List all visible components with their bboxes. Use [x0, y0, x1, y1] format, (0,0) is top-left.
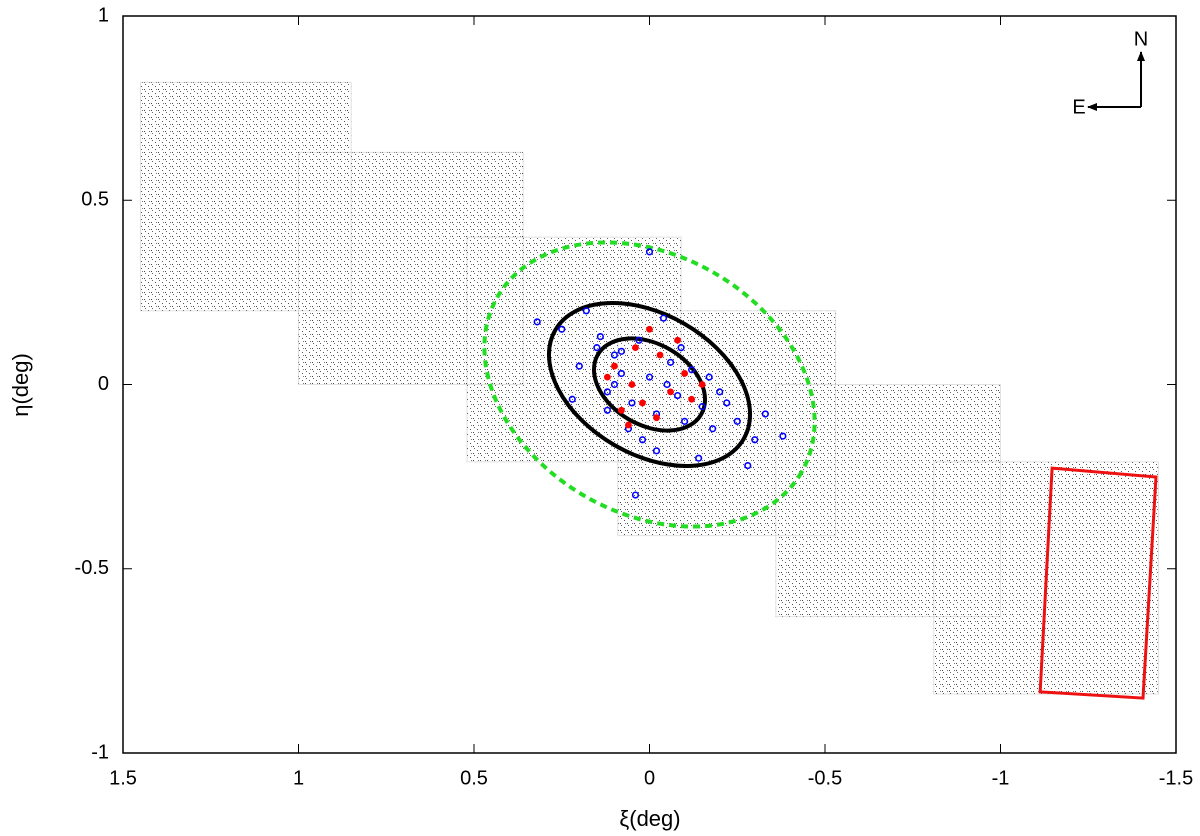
member-point [645, 373, 654, 381]
member-point [638, 436, 647, 444]
member-point [618, 406, 625, 414]
member-point [705, 373, 713, 381]
member-point [575, 362, 583, 370]
member-point [617, 347, 626, 355]
east-label: E [1072, 96, 1085, 118]
x-tick-label: 1.5 [109, 767, 137, 789]
member-point [603, 406, 611, 414]
ellipse [482, 240, 817, 529]
member-point [568, 395, 576, 403]
member-point [610, 380, 619, 389]
member-point [688, 366, 696, 374]
y-tick-label: 1 [98, 4, 109, 26]
member-point [681, 370, 688, 377]
member-point [677, 344, 685, 352]
member-point [716, 388, 724, 396]
member-point [582, 307, 590, 315]
member-point [698, 381, 706, 388]
member-point [639, 399, 646, 407]
member-point [761, 410, 769, 418]
y-tick-label: -0.5 [75, 557, 109, 579]
member-point [653, 414, 660, 422]
member-point [652, 447, 661, 455]
x-axis-label: ξ(deg) [619, 806, 680, 831]
member-point [698, 403, 706, 411]
member-point [631, 491, 640, 499]
member-point [593, 344, 601, 352]
member-point [751, 436, 759, 444]
y-axis-label: η(deg) [8, 353, 33, 417]
north-label: N [1134, 28, 1148, 50]
member-point [659, 314, 668, 322]
member-point [635, 336, 643, 344]
y-tick-label: -1 [91, 741, 109, 763]
member-point [695, 454, 703, 462]
member-point [709, 425, 717, 433]
member-point [673, 391, 682, 400]
member-point [656, 351, 664, 359]
ellipse [546, 301, 753, 468]
y-tick-label: 0 [98, 373, 109, 395]
member-point [617, 369, 626, 378]
member-point [674, 336, 681, 344]
member-point [632, 344, 639, 352]
member-point [688, 395, 696, 403]
y-tick-label: 0.5 [81, 189, 109, 211]
ellipse [591, 336, 708, 433]
member-point [667, 388, 674, 396]
compass: N E [1072, 28, 1148, 118]
plot-area [140, 81, 1159, 700]
member-point [625, 421, 632, 429]
member-point [645, 248, 654, 256]
member-point [533, 318, 541, 326]
member-point [779, 432, 787, 440]
member-point [744, 461, 752, 470]
member-point [680, 417, 689, 425]
member-point [723, 399, 731, 407]
member-point [628, 381, 636, 388]
member-point [603, 373, 611, 381]
member-point [628, 399, 636, 407]
x-tick-label: -1.5 [1159, 767, 1193, 789]
member-point [666, 358, 675, 366]
x-tick-label: -1 [992, 767, 1010, 789]
member-point [733, 417, 741, 425]
member-point [558, 325, 566, 333]
member-point [610, 351, 619, 359]
member-point [663, 380, 671, 389]
x-tick-label: 1 [293, 767, 304, 789]
member-point [603, 388, 611, 396]
member-point [646, 325, 653, 333]
member-point [596, 332, 604, 341]
x-tick-label: -0.5 [808, 767, 842, 789]
member-point [611, 362, 618, 370]
box [1038, 466, 1158, 700]
x-tick-label: 0.5 [460, 767, 488, 789]
x-tick-label: 0 [644, 767, 655, 789]
